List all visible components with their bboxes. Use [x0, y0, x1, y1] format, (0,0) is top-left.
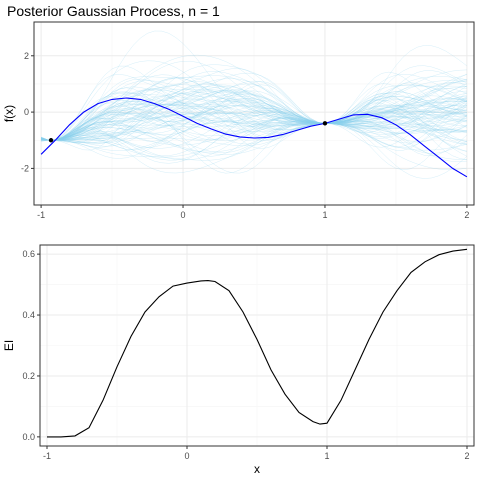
observation-point	[49, 138, 53, 142]
ei-y-axis-title: EI	[2, 340, 16, 351]
posterior-y-axis-title: f(x)	[2, 105, 16, 122]
ei-axis-ticks: -1 0 1 2 0.0 0.2 0.4 0.6	[22, 249, 469, 461]
ei-x-tick-label: 0	[184, 451, 189, 461]
posterior-panel: -1 0 1 2 -2 0 2 f(x)	[2, 22, 474, 220]
ei-y-tick-label: 0.0	[22, 432, 35, 442]
ei-y-tick-label: 0.4	[22, 310, 35, 320]
posterior-x-tick-label: 0	[181, 210, 186, 220]
observation-point	[323, 121, 327, 125]
ei-x-tick-label: 2	[464, 451, 469, 461]
chart-title: Posterior Gaussian Process, n = 1	[7, 3, 220, 19]
ei-y-tick-label: 0.2	[22, 371, 35, 381]
posterior-x-tick-label: 1	[322, 210, 327, 220]
ei-x-tick-label: 1	[324, 451, 329, 461]
posterior-y-tick-label: 2	[24, 51, 29, 61]
ei-panel: -1 0 1 2 0.0 0.2 0.4 0.6 EI x	[2, 245, 474, 476]
posterior-x-tick-label: 2	[464, 210, 469, 220]
ei-y-tick-label: 0.6	[22, 249, 35, 259]
posterior-y-tick-label: 0	[24, 107, 29, 117]
posterior-y-tick-label: -2	[21, 163, 29, 173]
ei-x-axis-title: x	[254, 462, 260, 476]
ei-x-tick-label: -1	[43, 451, 51, 461]
posterior-x-tick-label: -1	[37, 210, 45, 220]
